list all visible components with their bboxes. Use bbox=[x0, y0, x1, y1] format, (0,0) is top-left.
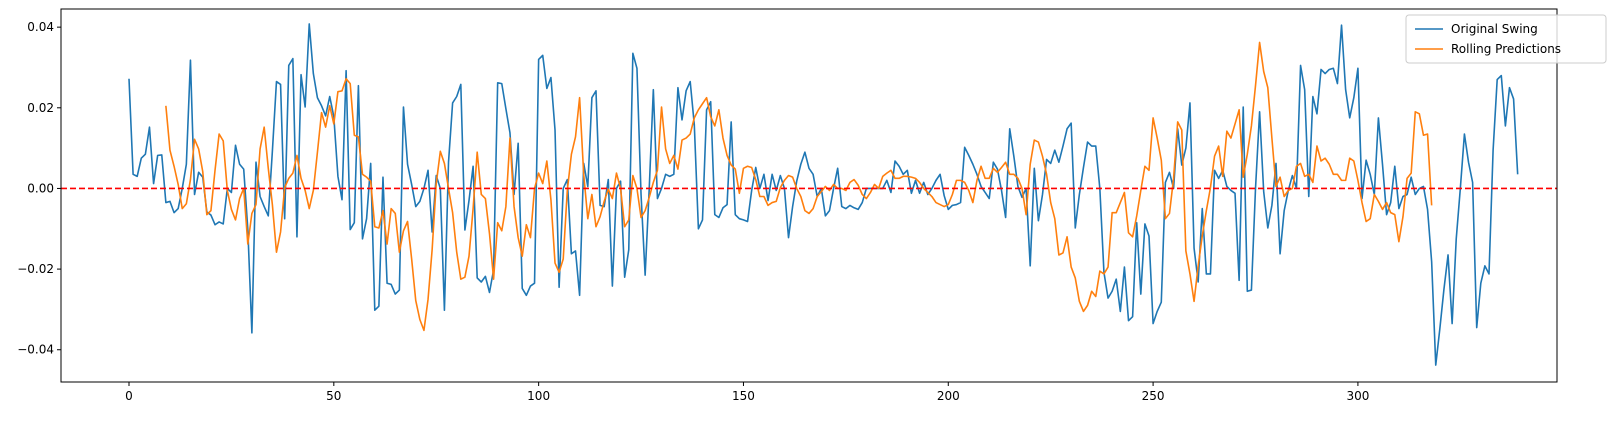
y-tick-label: −0.02 bbox=[17, 262, 54, 276]
legend-label-rolling-predictions: Rolling Predictions bbox=[1451, 42, 1561, 56]
y-tick-label: 0.04 bbox=[27, 20, 54, 34]
legend: Original Swing Rolling Predictions bbox=[1405, 14, 1607, 64]
y-tick-label: −0.04 bbox=[17, 343, 54, 357]
series-line-rolling-predictions bbox=[165, 41, 1433, 332]
y-tick-label: 0.00 bbox=[27, 181, 54, 195]
x-tick-label: 300 bbox=[1346, 389, 1369, 403]
x-tick-label: 250 bbox=[1142, 389, 1165, 403]
x-tick-label: 100 bbox=[527, 389, 550, 403]
x-tick-label: 0 bbox=[125, 389, 133, 403]
x-tick-label: 150 bbox=[732, 389, 755, 403]
legend-box bbox=[1405, 14, 1607, 64]
x-tick-label: 50 bbox=[326, 389, 341, 403]
y-tick-label: 0.02 bbox=[27, 101, 54, 115]
axes-frame bbox=[60, 8, 1558, 383]
x-tick-label: 200 bbox=[937, 389, 960, 403]
plot-area: 0 50 100 150 200 250 300 −0.04 −0.02 0.00 0.02 0.04 bbox=[17, 8, 1558, 403]
legend-label-original-swing: Original Swing bbox=[1451, 22, 1538, 36]
